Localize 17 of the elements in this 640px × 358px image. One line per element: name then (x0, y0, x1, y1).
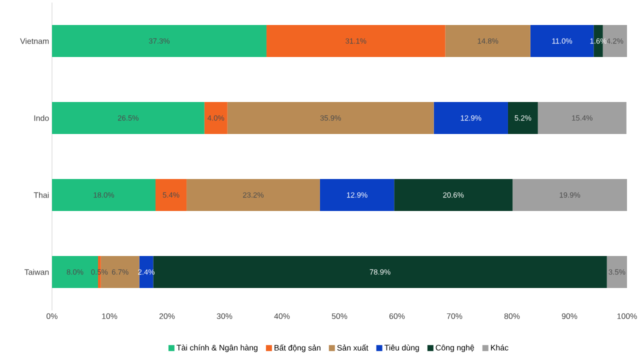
bar (52, 102, 204, 134)
bar (266, 25, 446, 58)
bar (52, 179, 156, 212)
bar (320, 179, 394, 212)
bar (227, 102, 434, 134)
bar (153, 256, 607, 288)
bar (434, 102, 508, 134)
bar (156, 179, 187, 212)
bar (512, 179, 628, 212)
bar (606, 256, 628, 288)
bar (508, 102, 538, 134)
bar (52, 25, 266, 58)
bar (204, 102, 228, 134)
bar (445, 25, 530, 58)
bar (394, 179, 513, 212)
bar (186, 179, 320, 212)
bar (538, 102, 626, 134)
